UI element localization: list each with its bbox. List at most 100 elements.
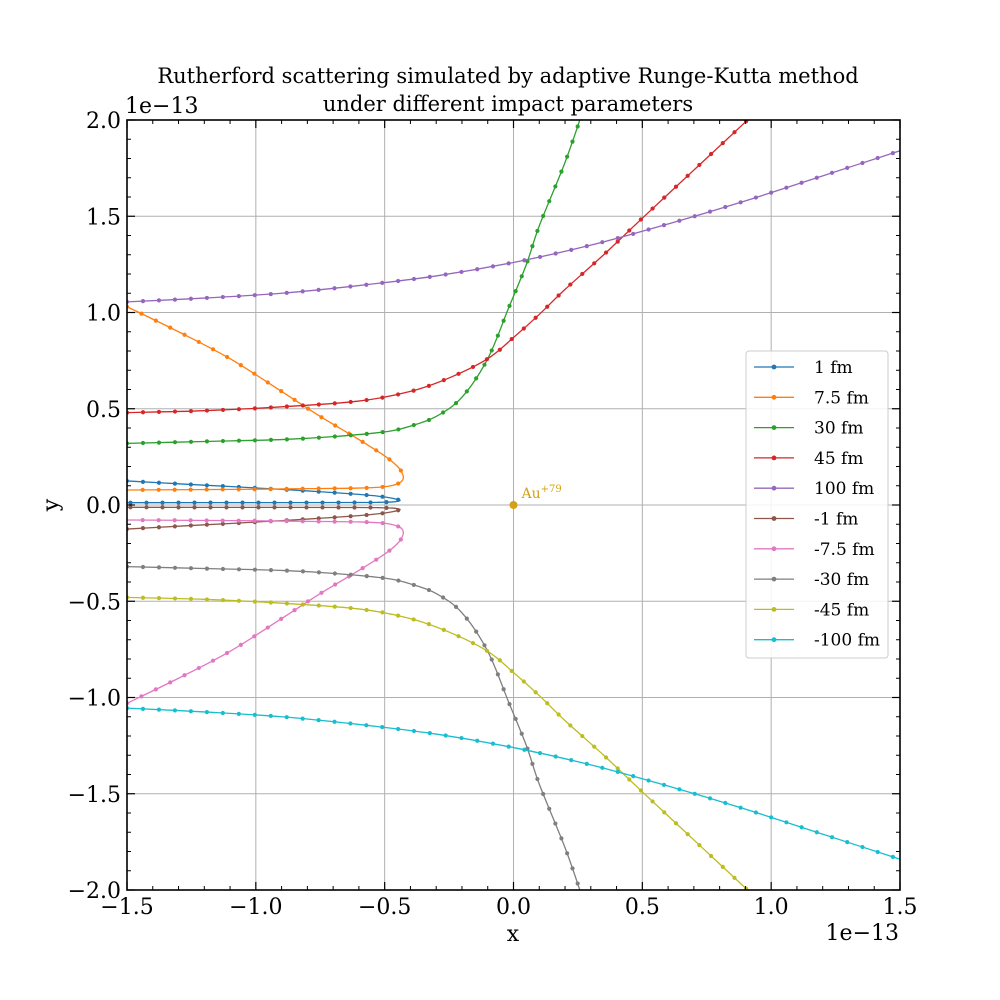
trajectory-point: [268, 518, 273, 524]
trajectory-point: [396, 427, 401, 432]
trajectory-point: [507, 303, 512, 308]
trajectory-point: [533, 690, 538, 695]
trajectory-point: [661, 782, 667, 787]
trajectory-point: [188, 596, 194, 601]
trajectory-point: [537, 254, 543, 260]
trajectory-point: [284, 568, 290, 573]
trajectory-point: [140, 410, 146, 415]
trajectory-point: [396, 497, 401, 502]
trajectory-point: [708, 853, 714, 859]
trajectory-point: [600, 240, 605, 245]
trajectory-point: [316, 486, 321, 491]
trajectory-point: [646, 778, 651, 783]
trajectory-point: [300, 403, 305, 408]
trajectory-point: [570, 866, 575, 871]
trajectory-point: [537, 750, 543, 756]
trajectory-point: [279, 616, 284, 621]
legend-marker: [771, 364, 777, 370]
trajectory-point: [188, 409, 194, 414]
trajectory-point: [627, 228, 632, 233]
trajectory-point: [348, 514, 353, 519]
legend-entry: -100 fm: [754, 631, 880, 651]
trajectory-point: [272, 500, 277, 505]
trajectory-point: [210, 347, 216, 352]
legend-marker: [771, 485, 777, 491]
trajectory-point: [411, 422, 416, 428]
legend-label: -7.5 fm: [814, 540, 875, 560]
trajectory-point: [519, 731, 524, 736]
trajectory-point: [156, 525, 162, 530]
trajectory-point: [316, 516, 321, 521]
trajectory-point: [459, 735, 464, 741]
trajectory-point: [348, 486, 353, 491]
trajectory-point: [506, 261, 511, 266]
trajectory-point: [348, 605, 353, 611]
trajectory-point: [411, 276, 417, 282]
trajectory-point: [238, 363, 243, 368]
trajectory-point: [182, 332, 187, 337]
trajectory-point: [490, 741, 496, 746]
trajectory-point: [519, 274, 524, 279]
trajectory-point: [140, 299, 146, 304]
trajectory-point: [348, 491, 353, 496]
trajectory-point: [411, 728, 417, 734]
y-tick-label: 1.5: [86, 205, 121, 230]
trajectory-point: [160, 500, 165, 505]
trajectory-point: [396, 578, 401, 583]
trajectory-point: [348, 519, 353, 524]
trajectory-line: [127, 306, 404, 491]
trajectory-point: [769, 815, 774, 820]
trajectory-point: [364, 485, 369, 490]
trajectory-point: [300, 569, 306, 574]
trajectory-point: [208, 500, 213, 505]
trajectory-point: [482, 362, 487, 367]
x-tick-label: −0.5: [358, 895, 411, 920]
trajectory-point: [268, 486, 273, 492]
trajectory-point: [631, 231, 636, 236]
x-tick-label: 1.5: [883, 895, 918, 920]
trajectory-point: [708, 151, 714, 157]
trajectory-line: [127, 519, 404, 704]
trajectory-point: [545, 701, 550, 706]
trajectory-point: [456, 634, 461, 639]
x-axis-label: x: [507, 922, 520, 947]
trajectory-point: [156, 595, 162, 601]
trajectory-point: [236, 438, 242, 443]
trajectory-point: [210, 658, 216, 663]
trajectory-point: [140, 595, 146, 600]
trajectory-point: [304, 500, 309, 505]
trajectory-point: [156, 487, 161, 492]
trajectory-point: [475, 738, 480, 743]
trajectory-point: [196, 339, 201, 345]
trajectory-point: [156, 707, 162, 712]
trajectory-point: [236, 567, 242, 572]
trajectory-point: [697, 162, 702, 168]
trajectory-point: [220, 566, 226, 572]
trajectory-point: [426, 383, 431, 388]
trajectory-point: [352, 505, 357, 510]
trajectory-point: [364, 397, 369, 403]
legend-entry: -1 fm: [754, 510, 858, 530]
y-tick-label: 0.5: [86, 398, 121, 423]
legend-entry: 30 fm: [754, 419, 863, 439]
trajectory-point: [580, 271, 585, 277]
trajectory-point: [128, 505, 133, 510]
trajectory-point: [441, 595, 446, 600]
trajectory-point: [677, 218, 682, 223]
trajectory-point: [332, 486, 337, 491]
trajectory-point: [784, 820, 789, 825]
trajectory-point: [522, 747, 527, 752]
trajectory-point: [300, 602, 305, 607]
trajectory-point: [252, 293, 257, 298]
trajectory-point: [692, 214, 697, 219]
trajectory-point: [565, 154, 570, 159]
trajectory-point: [627, 777, 632, 782]
trajectory-point: [545, 304, 550, 309]
trajectory-point: [368, 505, 373, 510]
trajectory-point: [252, 518, 257, 523]
trajectory-point: [553, 184, 558, 189]
trajectory-7p5fm: [127, 304, 404, 492]
trajectory-point: [224, 500, 229, 505]
trajectory-point: [568, 282, 573, 287]
trajectory-point: [482, 643, 487, 648]
